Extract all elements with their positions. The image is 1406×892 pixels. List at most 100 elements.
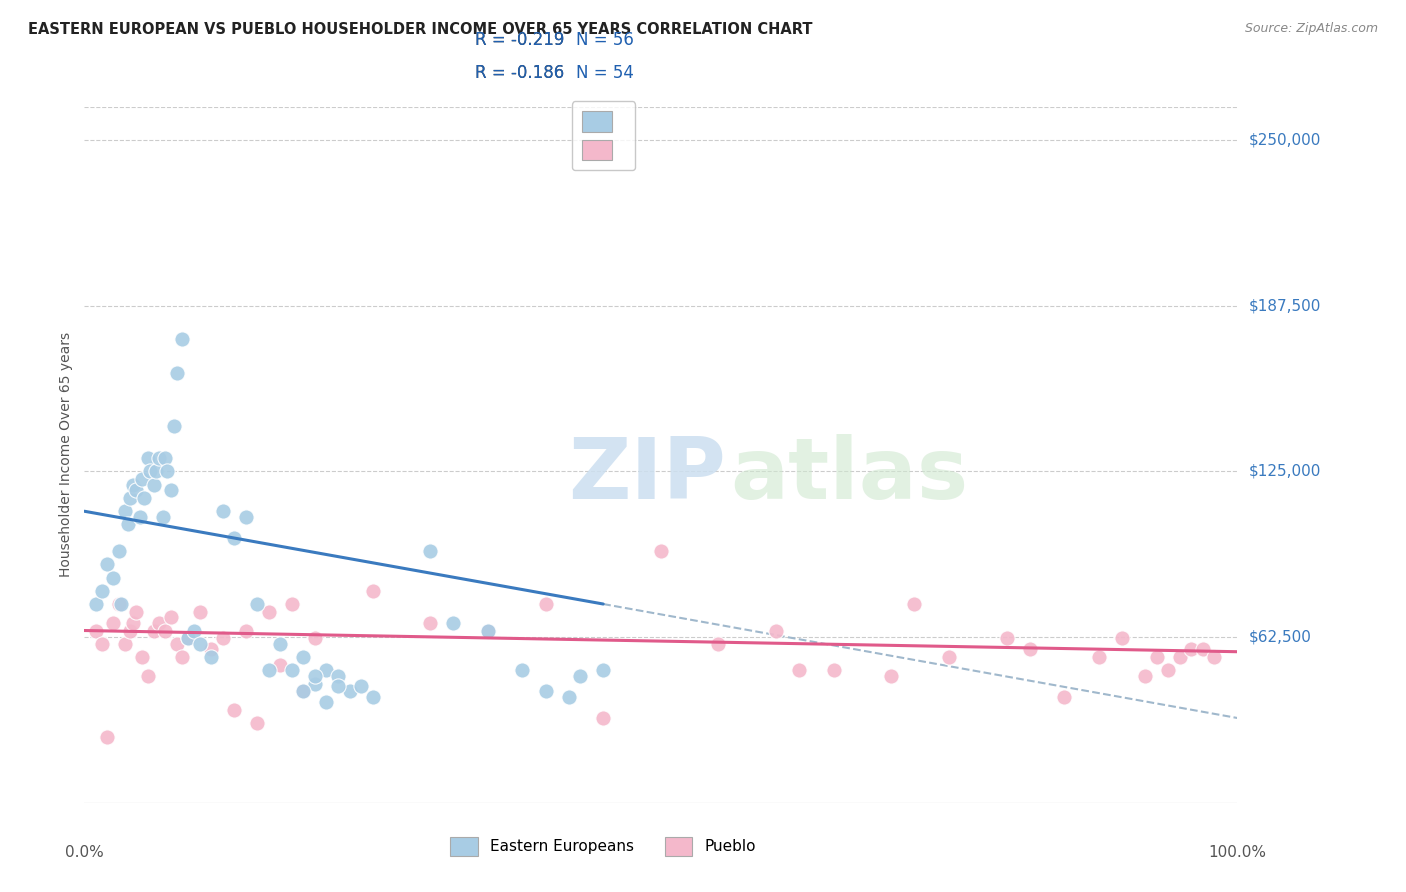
Point (177, 632, 200, 646)
Point (1133, 668, 1156, 682)
Text: N = 54: N = 54 (576, 64, 634, 82)
Point (90, 583, 112, 598)
Point (139, 465, 162, 479)
Text: R = -0.219: R = -0.219 (475, 31, 565, 49)
Point (156, 465, 179, 479)
Point (707, 637, 730, 651)
Text: N = 56: N = 56 (576, 31, 634, 49)
Point (136, 451, 159, 466)
Point (172, 332, 194, 346)
Point (120, 491, 142, 505)
Point (1180, 642, 1202, 657)
Legend: Eastern Europeans, Pueblo: Eastern Europeans, Pueblo (441, 828, 765, 864)
Point (938, 650, 960, 665)
Point (304, 676, 326, 690)
Point (350, 679, 373, 693)
Point (108, 544, 131, 558)
Point (1191, 642, 1213, 657)
Point (110, 597, 132, 611)
Point (326, 668, 349, 682)
Point (557, 690, 579, 704)
Point (120, 624, 142, 638)
Point (304, 668, 326, 682)
Text: Source: ZipAtlas.com: Source: ZipAtlas.com (1244, 22, 1378, 36)
Point (166, 637, 188, 651)
Point (292, 684, 315, 698)
Text: $187,500: $187,500 (1249, 298, 1320, 313)
Point (315, 695, 337, 709)
Point (235, 624, 257, 638)
Text: ZIP: ZIP (568, 434, 727, 517)
Point (121, 615, 143, 630)
Point (1018, 642, 1040, 657)
Point (592, 663, 614, 677)
Point (477, 624, 499, 638)
Point (361, 690, 384, 704)
Point (787, 663, 810, 677)
Point (995, 632, 1018, 646)
Point (281, 663, 304, 677)
Point (246, 597, 269, 611)
Point (108, 597, 131, 611)
Point (880, 668, 903, 682)
Point (441, 615, 464, 630)
Point (477, 624, 499, 638)
Point (96, 558, 118, 572)
Text: $125,000: $125,000 (1249, 464, 1320, 479)
Point (304, 632, 326, 646)
Point (163, 419, 186, 434)
Point (103, 570, 124, 584)
Point (1204, 650, 1226, 665)
Text: atlas: atlas (730, 434, 969, 517)
Point (269, 657, 291, 672)
Point (257, 663, 280, 677)
Text: $250,000: $250,000 (1249, 133, 1320, 148)
Point (142, 477, 165, 491)
Point (200, 650, 222, 665)
Point (281, 597, 304, 611)
Point (153, 451, 176, 466)
Text: 0.0%: 0.0% (65, 845, 104, 860)
Point (1111, 632, 1133, 646)
Point (534, 684, 557, 698)
Point (125, 483, 148, 497)
Point (84, 624, 107, 638)
Point (211, 632, 233, 646)
Point (148, 451, 170, 466)
Point (103, 615, 124, 630)
Y-axis label: Householder Income Over 65 years: Householder Income Over 65 years (59, 333, 73, 577)
Point (534, 597, 557, 611)
Point (257, 605, 280, 619)
Point (339, 684, 361, 698)
Point (90, 637, 112, 651)
Point (153, 624, 176, 638)
Point (765, 624, 787, 638)
Point (1146, 650, 1168, 665)
Point (569, 668, 592, 682)
Point (166, 367, 188, 381)
Point (235, 509, 257, 524)
Point (211, 504, 233, 518)
Point (145, 465, 167, 479)
Point (315, 663, 337, 677)
Point (114, 637, 136, 651)
Point (188, 605, 211, 619)
Point (84, 597, 107, 611)
Point (125, 605, 148, 619)
Point (650, 544, 672, 558)
Text: R = -0.186: R = -0.186 (475, 64, 564, 82)
Point (1053, 690, 1076, 704)
Point (592, 711, 614, 725)
Point (172, 650, 194, 665)
Text: R = -0.219: R = -0.219 (475, 31, 565, 49)
Point (1088, 650, 1111, 665)
Point (96, 730, 118, 744)
Point (131, 650, 153, 665)
Point (224, 531, 246, 545)
Point (114, 504, 136, 518)
Point (1157, 663, 1180, 677)
Point (121, 477, 143, 491)
Point (136, 668, 159, 682)
Point (188, 637, 211, 651)
Text: EASTERN EUROPEAN VS PUEBLO HOUSEHOLDER INCOME OVER 65 YEARS CORRELATION CHART: EASTERN EUROPEAN VS PUEBLO HOUSEHOLDER I… (28, 22, 813, 37)
